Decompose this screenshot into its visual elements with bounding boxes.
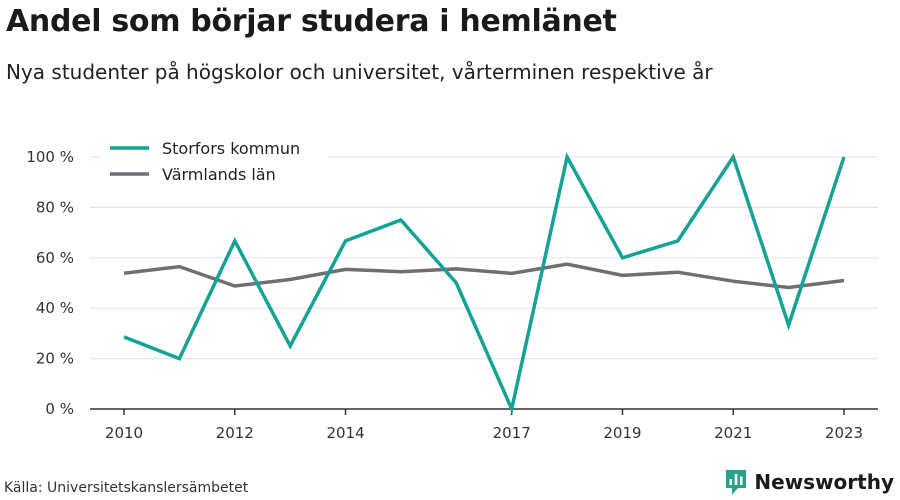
- x-tick-label: 2017: [493, 424, 531, 442]
- y-tick-label: 60 %: [36, 249, 74, 267]
- y-tick-label: 0 %: [45, 400, 74, 418]
- source-note: Källa: Universitetskanslersämbetet: [4, 480, 249, 496]
- x-tick-label: 2010: [105, 424, 143, 442]
- x-tick-label: 2021: [714, 424, 752, 442]
- chart-subtitle: Nya studenter på högskolor och universit…: [6, 60, 713, 84]
- x-tick-label: 2014: [326, 424, 364, 442]
- series-lines: [123, 152, 846, 415]
- brand-name: Newsworthy: [754, 470, 894, 494]
- brand-logo: Newsworthy: [724, 468, 894, 496]
- chart-title: Andel som börjar studera i hemlänet: [6, 4, 617, 39]
- legend-label-storfors-kommun: Storfors kommun: [162, 139, 300, 158]
- series-line-storfors-kommun: [123, 152, 846, 415]
- axes: 0 % 20 % 40 % 60 % 80 % 100 % 2010 2012 2014 2017…: [26, 148, 878, 442]
- x-tick-label: 2023: [825, 424, 863, 442]
- legend-label-varmlands-lan: Värmlands län: [162, 165, 276, 184]
- y-tick-label: 80 %: [36, 198, 74, 216]
- y-tick-label: 20 %: [36, 350, 74, 368]
- series-line-varmlands-lan: [123, 262, 845, 290]
- x-tick-label: 2012: [216, 424, 254, 442]
- y-tick-label: 40 %: [36, 299, 74, 317]
- newsworthy-logo-icon: [726, 470, 747, 495]
- legend: Storfors kommun Värmlands län: [100, 134, 328, 190]
- legend-background: [100, 134, 328, 190]
- y-tick-label: 100 %: [26, 148, 74, 166]
- x-tick-label: 2019: [603, 424, 641, 442]
